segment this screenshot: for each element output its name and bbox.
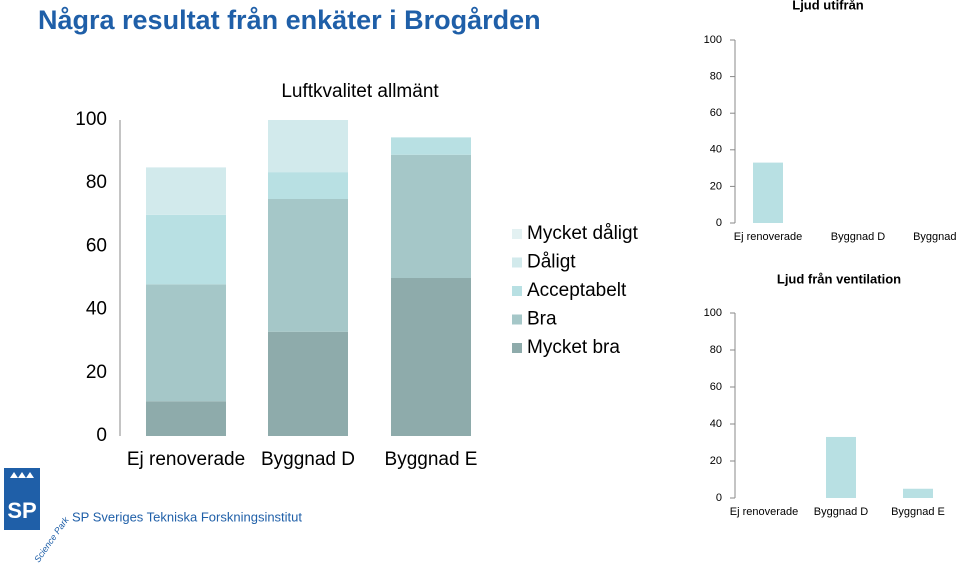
bar-segment bbox=[268, 120, 348, 173]
legend-swatch bbox=[512, 286, 522, 296]
bar-segment bbox=[146, 401, 226, 436]
chart-title: Luftkvalitet allmänt bbox=[281, 81, 439, 102]
legend-swatch bbox=[512, 229, 522, 239]
y-tick-label: 100 bbox=[704, 307, 722, 319]
legend-swatch bbox=[512, 343, 522, 353]
bar bbox=[903, 488, 933, 498]
x-tick-label: Byggnad E bbox=[913, 231, 959, 243]
y-tick-label: 0 bbox=[96, 425, 107, 446]
y-tick-label: 100 bbox=[704, 34, 722, 46]
y-tick-label: 80 bbox=[710, 71, 722, 83]
y-tick-label: 40 bbox=[710, 418, 722, 430]
y-tick-label: 60 bbox=[710, 107, 722, 119]
x-tick-label: Byggnad D bbox=[261, 449, 355, 470]
bar-segment bbox=[391, 154, 471, 278]
bar-segment bbox=[268, 331, 348, 436]
bar bbox=[753, 162, 783, 223]
legend-label: Mycket dåligt bbox=[527, 223, 639, 244]
logo-crown bbox=[10, 472, 34, 478]
logo-mark: SP bbox=[7, 498, 36, 523]
y-tick-label: 20 bbox=[710, 455, 722, 467]
x-tick-label: Byggnad D bbox=[814, 506, 868, 518]
logo-shield bbox=[4, 468, 40, 530]
y-tick-label: 40 bbox=[86, 299, 107, 320]
y-tick-label: 100 bbox=[75, 109, 107, 130]
bar-segment bbox=[146, 214, 226, 285]
y-tick-label: 0 bbox=[716, 492, 722, 504]
bar-segment bbox=[268, 199, 348, 332]
bar-segment bbox=[391, 137, 471, 155]
bar bbox=[826, 436, 856, 498]
legend-swatch bbox=[512, 257, 522, 268]
x-tick-label: Ej renoverade bbox=[730, 506, 799, 518]
logo: SP Science Park SP Sveriges Tekniska For… bbox=[4, 468, 302, 564]
y-tick-label: 60 bbox=[710, 381, 722, 393]
bar-segment bbox=[146, 284, 226, 402]
legend-label: Mycket bra bbox=[527, 337, 620, 358]
x-tick-label: Ej renoverade bbox=[127, 449, 245, 470]
legend-swatch bbox=[512, 314, 522, 325]
bar-segment bbox=[268, 172, 348, 199]
y-tick-label: 20 bbox=[86, 362, 107, 383]
x-tick-label: Byggnad E bbox=[385, 449, 478, 470]
legend-label: Acceptabelt bbox=[527, 280, 627, 301]
y-tick-label: 60 bbox=[86, 235, 107, 256]
y-tick-label: 80 bbox=[86, 172, 107, 193]
slide-title: Några resultat från enkäter i Brogården bbox=[38, 5, 541, 35]
chart-title: Ljud utifrån bbox=[792, 0, 864, 12]
x-tick-label: Ej renoverade bbox=[734, 231, 803, 243]
y-tick-label: 0 bbox=[716, 217, 722, 229]
bar-segment bbox=[391, 278, 471, 436]
legend-label: Bra bbox=[527, 309, 557, 330]
y-tick-label: 20 bbox=[710, 180, 722, 192]
chart-title: Ljud från ventilation bbox=[777, 271, 901, 286]
logo-name: SP Sveriges Tekniska Forskningsinstitut bbox=[72, 509, 302, 524]
x-tick-label: Byggnad D bbox=[831, 231, 885, 243]
bar-segment bbox=[146, 167, 226, 215]
y-tick-label: 80 bbox=[710, 344, 722, 356]
x-tick-label: Byggnad E bbox=[891, 506, 945, 518]
y-tick-label: 40 bbox=[710, 144, 722, 156]
legend-label: Dåligt bbox=[527, 252, 576, 273]
